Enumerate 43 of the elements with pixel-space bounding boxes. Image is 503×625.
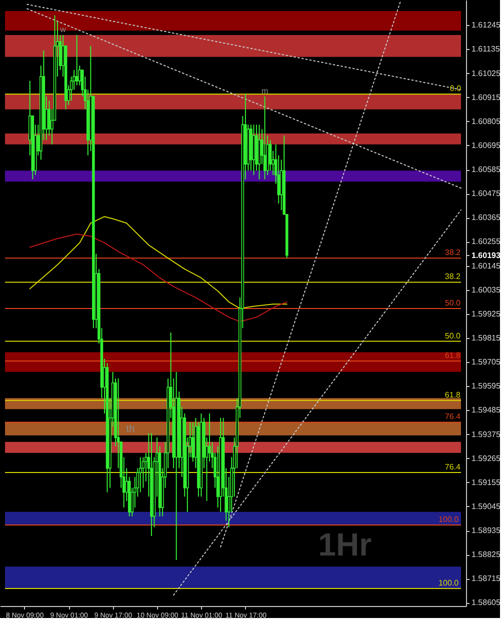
y-tick-label: 1.60035	[472, 285, 501, 294]
y-tick-label: 1.60915	[472, 92, 501, 102]
y-tick-label: 1.58825	[472, 550, 501, 560]
y-tick-label: 1.60193	[472, 250, 501, 260]
annotation: 50.0	[444, 331, 462, 340]
y-tick-label: 1.61025	[472, 68, 501, 78]
y-tick-label: 1.60695	[472, 140, 501, 150]
annotation: 61.8	[444, 390, 462, 400]
y-tick-label: 1.61245	[472, 20, 501, 30]
y-tick-label: 1.59705	[472, 358, 501, 367]
y-tick-label: 1.59815	[472, 334, 501, 343]
annotation: 100.0	[438, 515, 460, 524]
y-tick-label: 1.61135	[472, 44, 500, 54]
candlestick	[268, 140, 272, 172]
candlestick	[139, 456, 142, 493]
annotation: th	[126, 424, 135, 436]
annotation: 76.4	[444, 462, 462, 472]
y-tick-label: 1.60805	[472, 116, 501, 126]
candlestick	[142, 456, 145, 488]
y-tick-label: 1.58715	[472, 574, 501, 584]
annotation: 38.2	[444, 272, 462, 282]
annotation: 50.0	[444, 298, 462, 308]
candlestick	[75, 34, 78, 86]
y-tick-label: 1.59045	[472, 502, 501, 511]
annotation: m	[261, 86, 268, 96]
y-tick-label: 1.59265	[472, 454, 501, 463]
y-tick-label: 1.59155	[472, 478, 501, 487]
candlestick	[263, 96, 266, 180]
y-tick-label: 1.59485	[472, 406, 501, 415]
y-tick-label: 1.60145	[472, 261, 501, 270]
y-tick-label: 1.60475	[472, 189, 501, 198]
y-tick-label: 1.59595	[472, 382, 501, 391]
annotation: 1Hr	[318, 526, 372, 562]
annotation: 38.2	[444, 248, 462, 258]
y-tick-label: 1.58605	[472, 598, 501, 608]
y-tick-label: 1.60255	[472, 237, 501, 246]
annotation: 76.4	[444, 412, 462, 422]
y-tick-label: 1.59375	[472, 430, 501, 439]
y-tick-label: 1.58935	[472, 526, 501, 536]
y-tick-label: 1.60365	[472, 213, 501, 222]
y-tick-label: 1.59925	[472, 309, 501, 318]
y-tick-label: 1.60585	[472, 165, 501, 174]
annotation: 100.0	[438, 578, 460, 588]
